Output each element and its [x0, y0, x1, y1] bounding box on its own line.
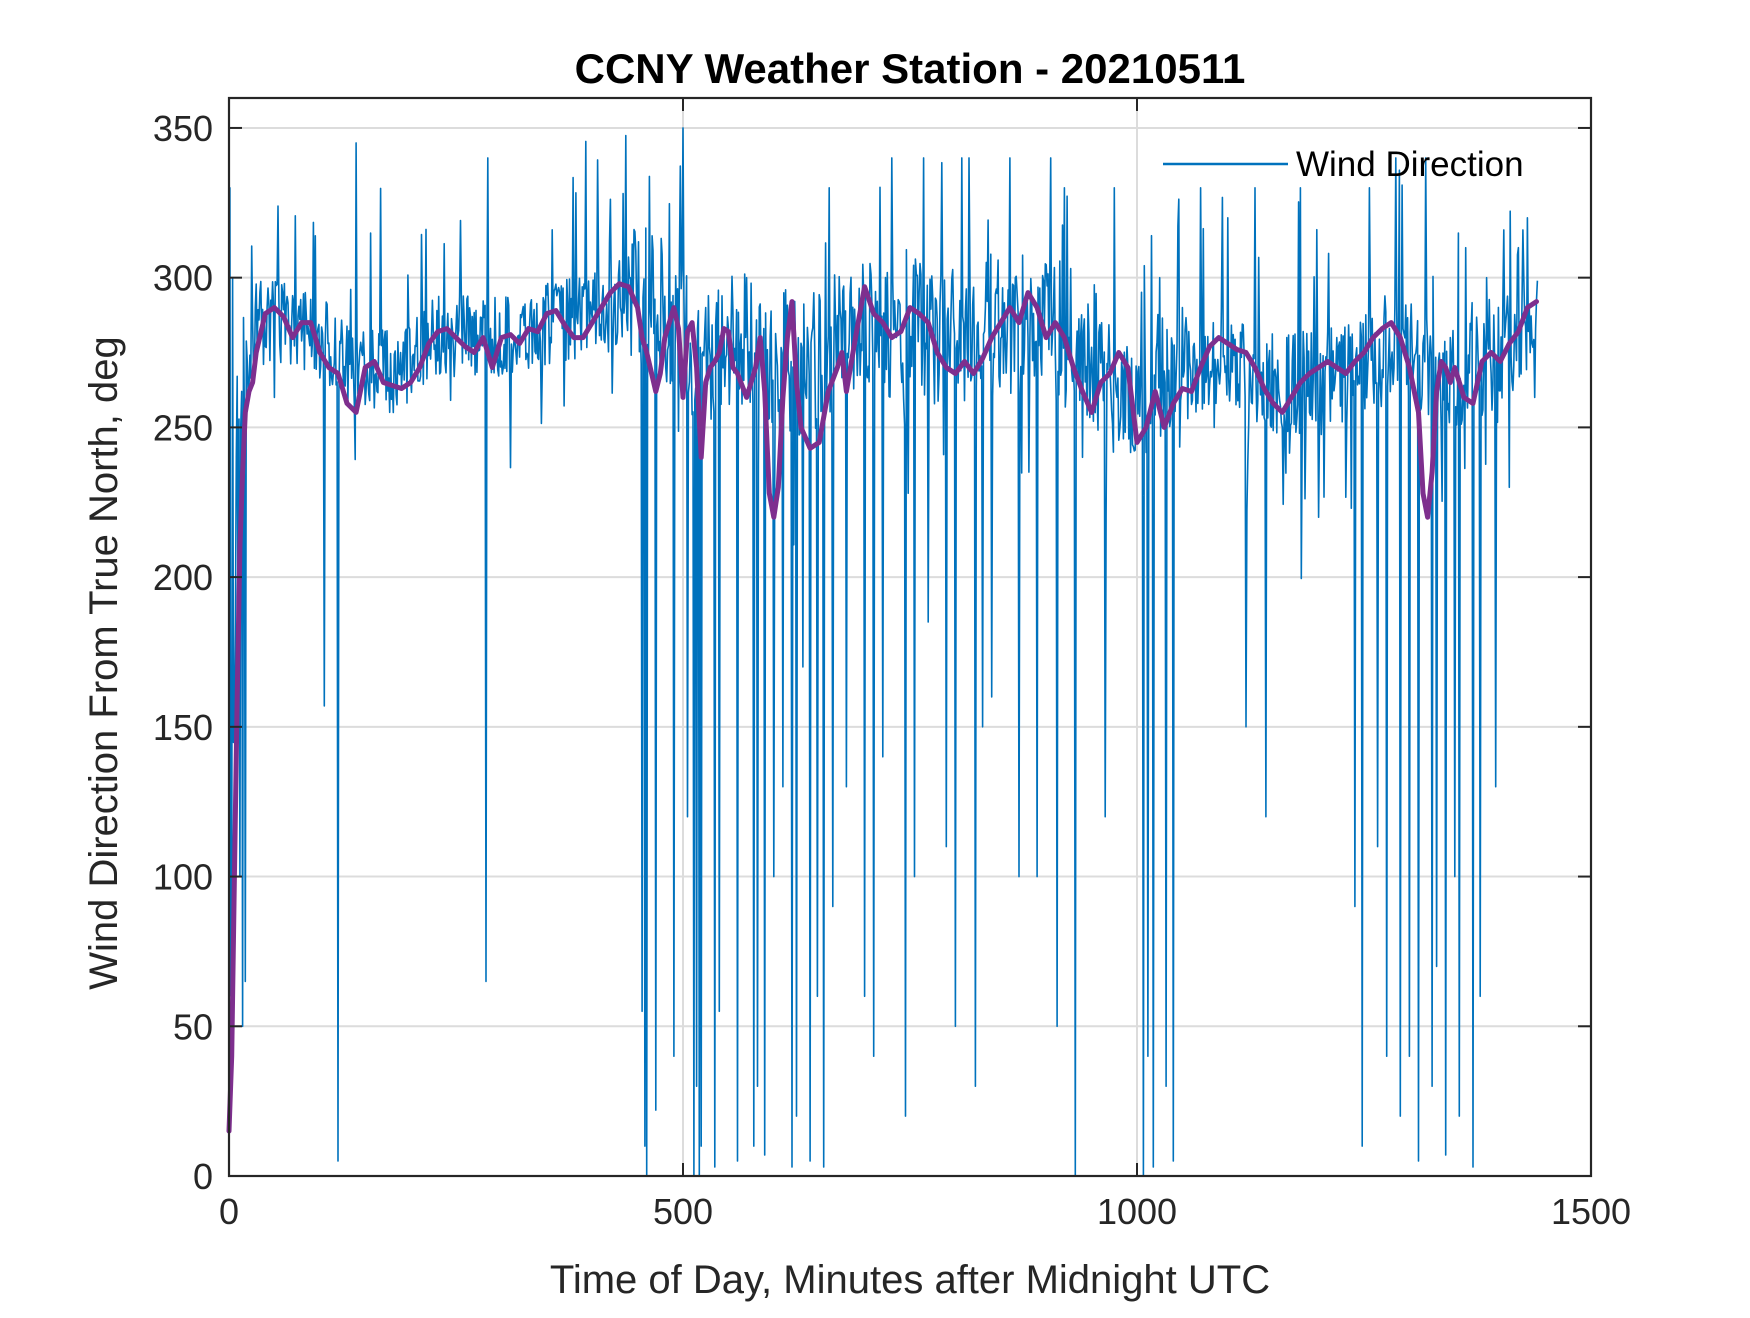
legend: Wind Direction [1163, 145, 1524, 184]
axes: 0 500 1000 1500 0 50 100 150 200 250 300 350 [153, 96, 1631, 1232]
y-tick-label: 50 [173, 1006, 213, 1047]
y-tick-label: 150 [153, 707, 213, 748]
legend-label-wind-direction: Wind Direction [1296, 145, 1524, 184]
gridlines [229, 98, 1591, 1176]
x-tick-label: 500 [653, 1191, 713, 1232]
y-tick-label: 350 [153, 108, 213, 149]
y-tick-label: 200 [153, 557, 213, 598]
chart-title: CCNY Weather Station - 20210511 [575, 45, 1246, 92]
series-line-smoothed-wind-direction [226, 281, 1539, 1134]
x-tick-label: 1500 [1551, 1191, 1631, 1232]
axes-box [227, 96, 1593, 1178]
y-axis-label: Wind Direction From True North, deg [82, 336, 126, 990]
y-tick-label: 100 [153, 857, 213, 898]
x-axis-label: Time of Day, Minutes after Midnight UTC [550, 1258, 1270, 1302]
x-tick-label: 1000 [1097, 1191, 1177, 1232]
y-tick-label: 300 [153, 258, 213, 299]
y-tick-label: 250 [153, 407, 213, 448]
x-tick-label: 0 [219, 1191, 239, 1232]
plot-area [226, 127, 1539, 1177]
y-tick-label: 0 [193, 1156, 213, 1197]
